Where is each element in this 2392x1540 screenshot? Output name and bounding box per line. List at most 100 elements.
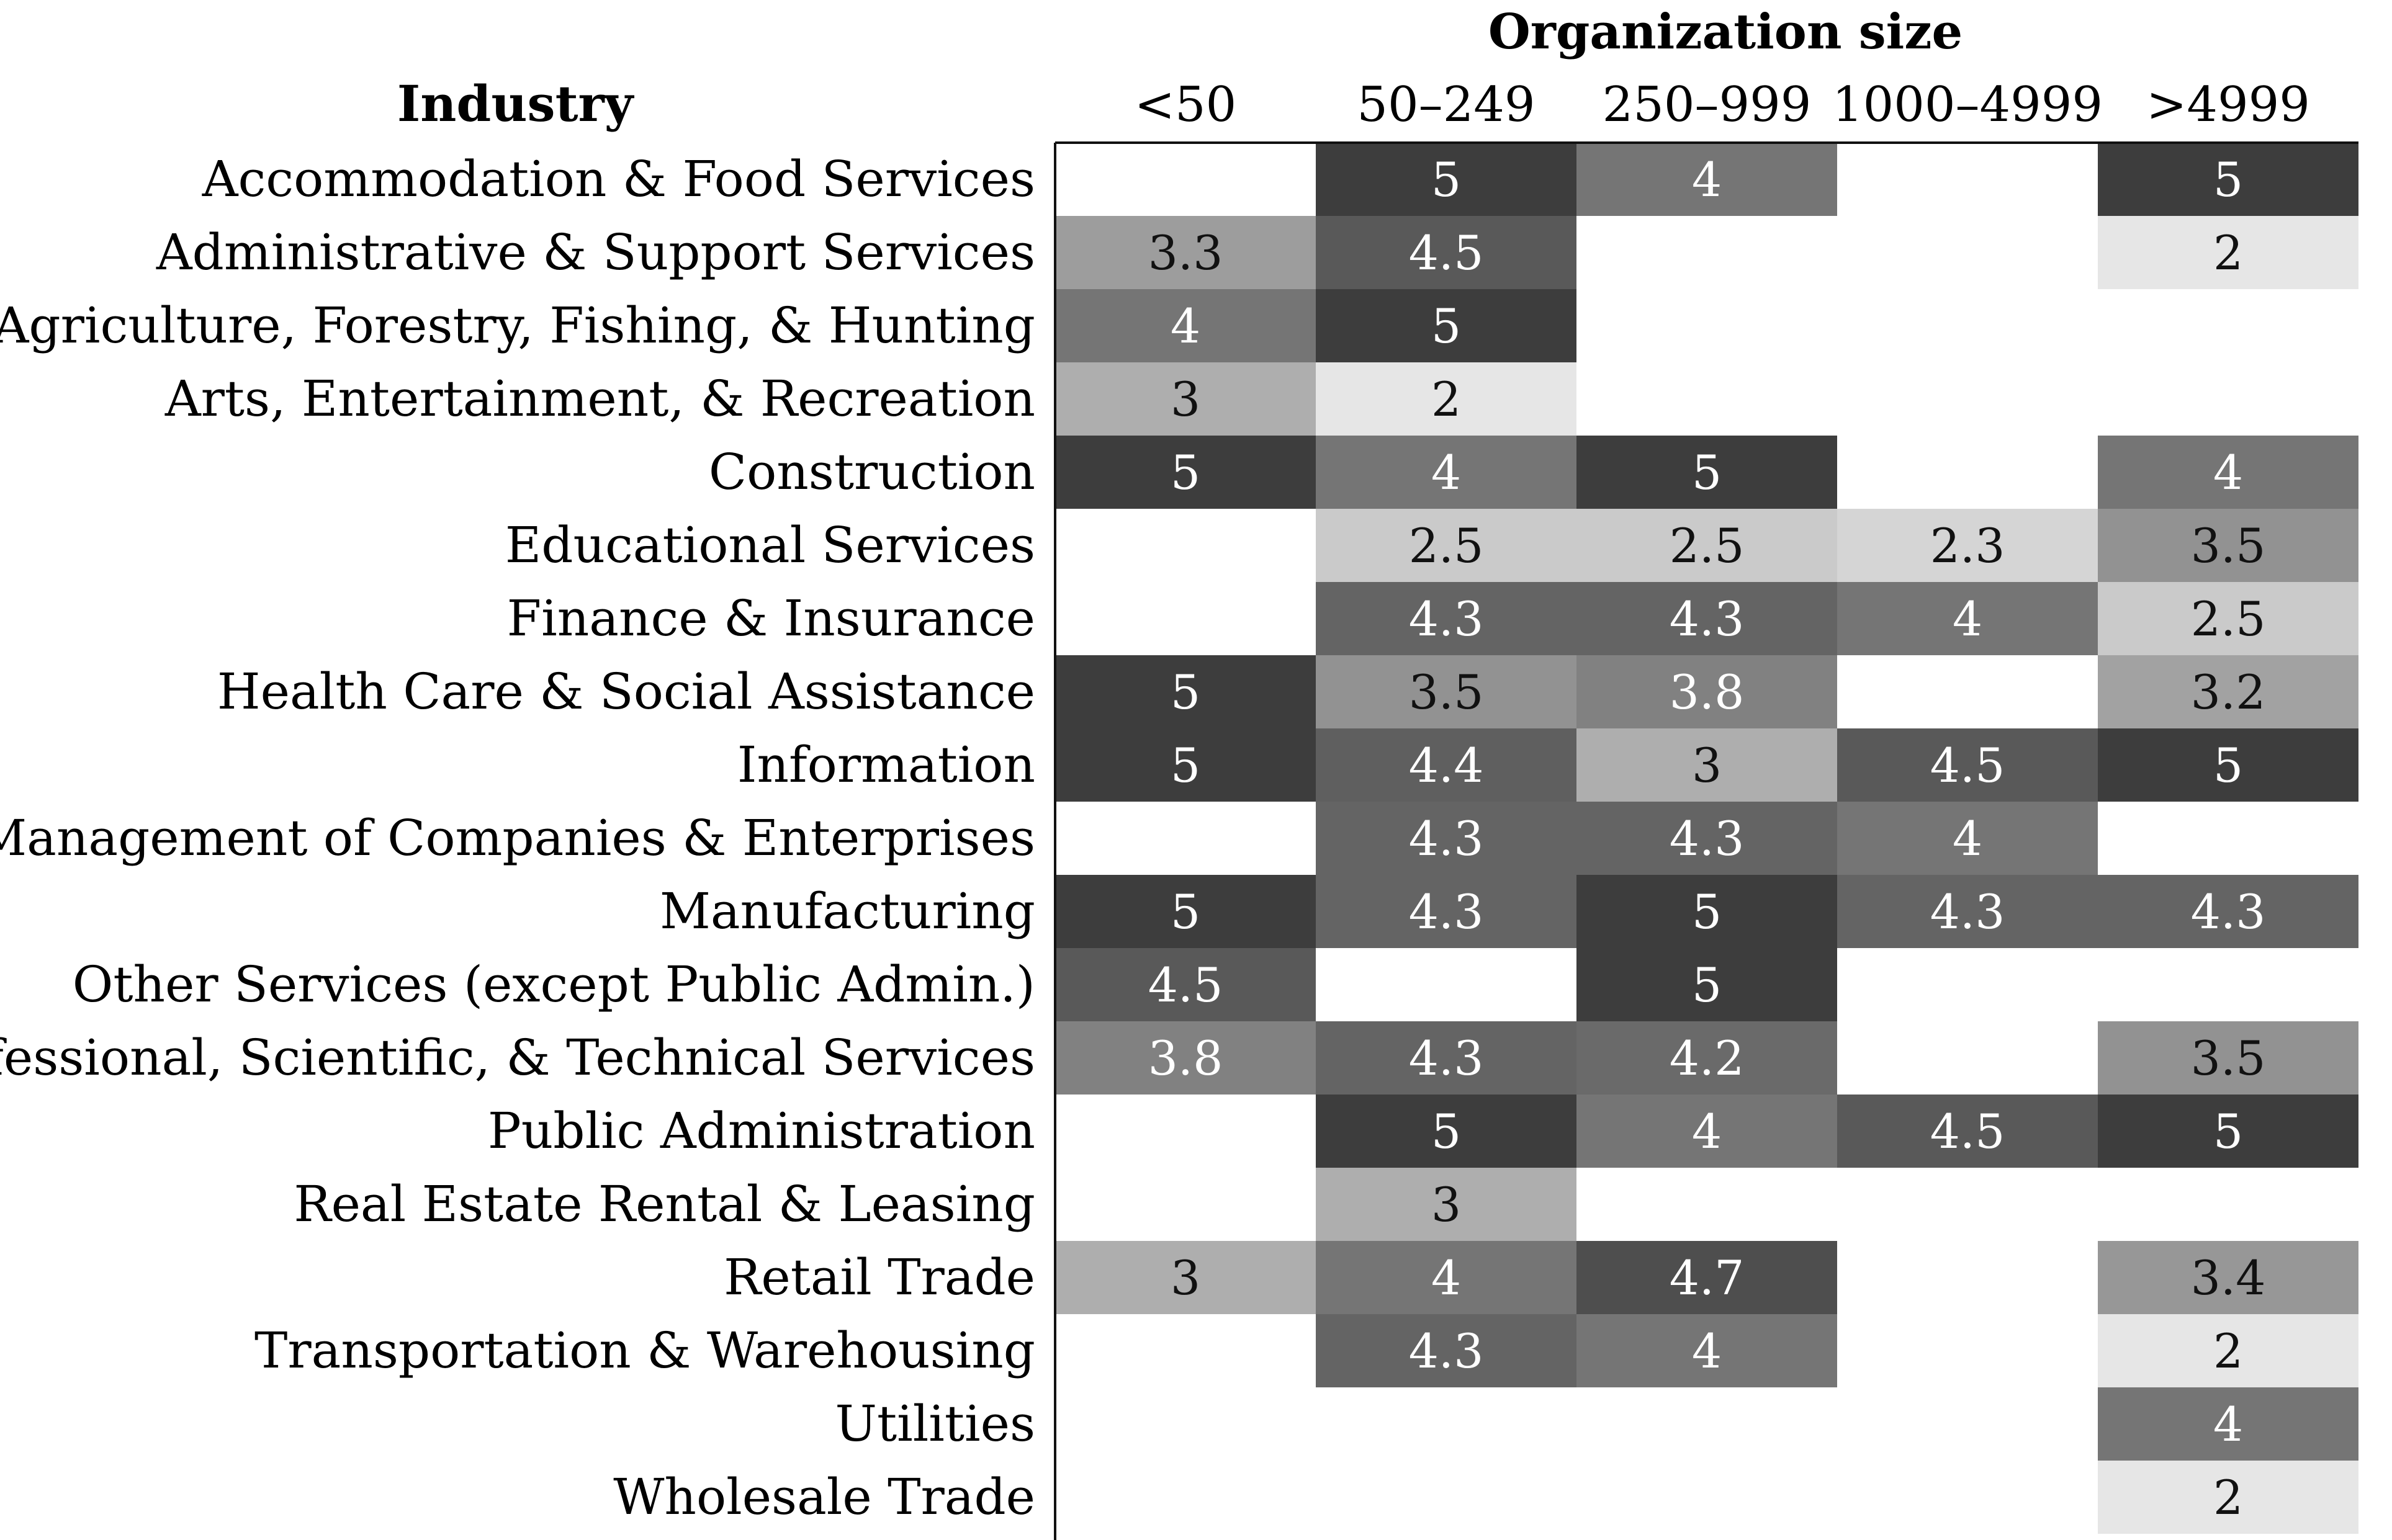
cell-value-label-r0-c4: 5 xyxy=(2213,152,2243,207)
cell-value-label-r5-c2: 2.5 xyxy=(1670,518,1745,573)
heatmap-cell-r10-c3 xyxy=(1837,875,2098,948)
cell-value-label-r4-c0: 5 xyxy=(1171,445,1200,500)
cell-value-label-r18-c4: 2 xyxy=(2213,1470,2243,1525)
heatmap-cell-r8-c4 xyxy=(2098,728,2358,802)
heatmap-cell-r16-c2 xyxy=(1576,1314,1837,1387)
heatmap-cell-r6-c3 xyxy=(1837,582,2098,655)
heatmap-cell-r15-c2 xyxy=(1576,1241,1837,1314)
cell-value-label-r1-c4: 2 xyxy=(2213,225,2243,280)
heatmap-cell-r7-c1 xyxy=(1316,655,1576,728)
cell-value-label-r8-c3: 4.5 xyxy=(1930,738,2005,793)
heatmap-cell-r4-c4 xyxy=(2098,436,2358,509)
cell-value-label-r16-c2: 4 xyxy=(1692,1323,1722,1379)
row-label-public-administration: Public Administration xyxy=(488,1102,1035,1160)
row-label-wholesale-trade: Wholesale Trade xyxy=(613,1468,1035,1526)
heatmap-cell-r4-c2 xyxy=(1576,436,1837,509)
heatmap-cell-r5-c1 xyxy=(1316,509,1576,582)
cell-value-label-r9-c1: 4.3 xyxy=(1409,811,1484,866)
cell-value-label-r10-c4: 4.3 xyxy=(2191,884,2266,939)
row-label-construction: Construction xyxy=(709,443,1035,501)
cell-value-label-r3-c1: 2 xyxy=(1431,372,1461,427)
cell-value-label-r0-c1: 5 xyxy=(1431,152,1461,207)
cell-value-label-r7-c1: 3.5 xyxy=(1409,665,1484,720)
heatmap-cell-r17-c4 xyxy=(2098,1387,2358,1461)
heatmap-cell-r0-c1 xyxy=(1316,143,1576,216)
heatmap-cell-r13-c4 xyxy=(2098,1095,2358,1168)
cell-value-label-r10-c3: 4.3 xyxy=(1930,884,2005,939)
cell-value-label-r11-c0: 4.5 xyxy=(1148,957,1223,1013)
cell-value-label-r7-c4: 3.2 xyxy=(2191,665,2266,720)
heatmap-cell-r9-c3 xyxy=(1837,802,2098,875)
heatmap-cell-r7-c0 xyxy=(1055,655,1316,728)
heatmap-cell-r3-c1 xyxy=(1316,362,1576,436)
heatmap-cell-r1-c0 xyxy=(1055,216,1316,289)
heatmap-cell-r15-c0 xyxy=(1055,1241,1316,1314)
cell-value-label-r9-c2: 4.3 xyxy=(1670,811,1745,866)
cell-value-label-r2-c0: 4 xyxy=(1171,298,1200,354)
cell-value-label-r4-c4: 4 xyxy=(2213,445,2243,500)
heatmap-cell-r4-c0 xyxy=(1055,436,1316,509)
heatmap-cell-r7-c4 xyxy=(2098,655,2358,728)
column-label-250-999: 250–999 xyxy=(1603,77,1812,133)
cell-value-label-r8-c1: 4.4 xyxy=(1409,738,1484,793)
heatmap-cell-r10-c1 xyxy=(1316,875,1576,948)
cell-value-label-r15-c0: 3 xyxy=(1171,1250,1200,1305)
heatmap-cell-r10-c2 xyxy=(1576,875,1837,948)
column-label-50: <50 xyxy=(1135,77,1237,133)
row-label-real-estate-rental-leasing: Real Estate Rental & Leasing xyxy=(294,1175,1035,1233)
heatmap-cell-r7-c2 xyxy=(1576,655,1837,728)
heatmap-cell-r10-c0 xyxy=(1055,875,1316,948)
row-label-other-services-except-public-admin: Other Services (except Public Admin.) xyxy=(73,956,1035,1013)
cell-value-label-r12-c4: 3.5 xyxy=(2191,1031,2266,1086)
heatmap-cell-r5-c3 xyxy=(1837,509,2098,582)
cell-value-label-r7-c2: 3.8 xyxy=(1670,665,1745,720)
heatmap-cell-r4-c1 xyxy=(1316,436,1576,509)
heatmap-cell-r8-c2 xyxy=(1576,728,1837,802)
heatmap-cell-r11-c2 xyxy=(1576,948,1837,1021)
column-label-50-249: 50–249 xyxy=(1357,77,1535,133)
heatmap-cell-r16-c4 xyxy=(2098,1314,2358,1387)
heatmap-cell-r9-c2 xyxy=(1576,802,1837,875)
cell-value-label-r13-c3: 4.5 xyxy=(1930,1104,2005,1159)
cell-value-label-r4-c2: 5 xyxy=(1692,445,1722,500)
cell-value-label-r16-c1: 4.3 xyxy=(1409,1323,1484,1379)
heatmap-cell-r15-c4 xyxy=(2098,1241,2358,1314)
row-label-transportation-warehousing: Transportation & Warehousing xyxy=(254,1322,1035,1379)
cell-value-label-r10-c1: 4.3 xyxy=(1409,884,1484,939)
heatmap-cell-r2-c1 xyxy=(1316,289,1576,362)
cell-value-label-r10-c2: 5 xyxy=(1692,884,1722,939)
cell-value-label-r8-c0: 5 xyxy=(1171,738,1200,793)
cell-value-label-r13-c1: 5 xyxy=(1431,1104,1461,1159)
heatmap-cell-r10-c4 xyxy=(2098,875,2358,948)
cell-value-label-r12-c2: 4.2 xyxy=(1670,1031,1745,1086)
heatmap-cell-r15-c1 xyxy=(1316,1241,1576,1314)
heatmap-cell-r13-c3 xyxy=(1837,1095,2098,1168)
heatmap-cell-r2-c0 xyxy=(1055,289,1316,362)
row-label-retail-trade: Retail Trade xyxy=(724,1248,1035,1306)
heatmap-cell-r6-c4 xyxy=(2098,582,2358,655)
heatmap-cell-r12-c2 xyxy=(1576,1021,1837,1095)
cell-value-label-r15-c2: 4.7 xyxy=(1670,1250,1745,1305)
cell-value-label-r8-c4: 5 xyxy=(2213,738,2243,793)
column-labels: <50 50–249 250–999 1000–4999 >4999 xyxy=(1135,77,2310,133)
cell-value-label-r16-c4: 2 xyxy=(2213,1323,2243,1379)
cell-value-label-r15-c4: 3.4 xyxy=(2191,1250,2266,1305)
heatmap-cell-r6-c2 xyxy=(1576,582,1837,655)
row-label-accommodation-food-services: Accommodation & Food Services xyxy=(202,150,1035,208)
column-label-4999: >4999 xyxy=(2146,77,2310,133)
row-label-finance-insurance: Finance & Insurance xyxy=(507,589,1035,647)
heatmap-cell-r6-c1 xyxy=(1316,582,1576,655)
cell-value-label-r4-c1: 4 xyxy=(1431,445,1461,500)
heatmap-cell-r12-c0 xyxy=(1055,1021,1316,1095)
heatmap-cell-r13-c1 xyxy=(1316,1095,1576,1168)
cell-value-label-r1-c0: 3.3 xyxy=(1148,225,1223,280)
heatmap-cell-r12-c4 xyxy=(2098,1021,2358,1095)
cell-value-label-r3-c0: 3 xyxy=(1171,372,1200,427)
heatmap-cell-r11-c0 xyxy=(1055,948,1316,1021)
row-label-information: Information xyxy=(737,736,1035,794)
row-label-arts-entertainment-recreation: Arts, Entertainment, & Recreation xyxy=(164,370,1035,428)
heatmap-cell-r16-c1 xyxy=(1316,1314,1576,1387)
heatmap-cell-r5-c2 xyxy=(1576,509,1837,582)
cell-value-label-r5-c3: 2.3 xyxy=(1930,518,2005,573)
cell-value-label-r7-c0: 5 xyxy=(1171,665,1200,720)
